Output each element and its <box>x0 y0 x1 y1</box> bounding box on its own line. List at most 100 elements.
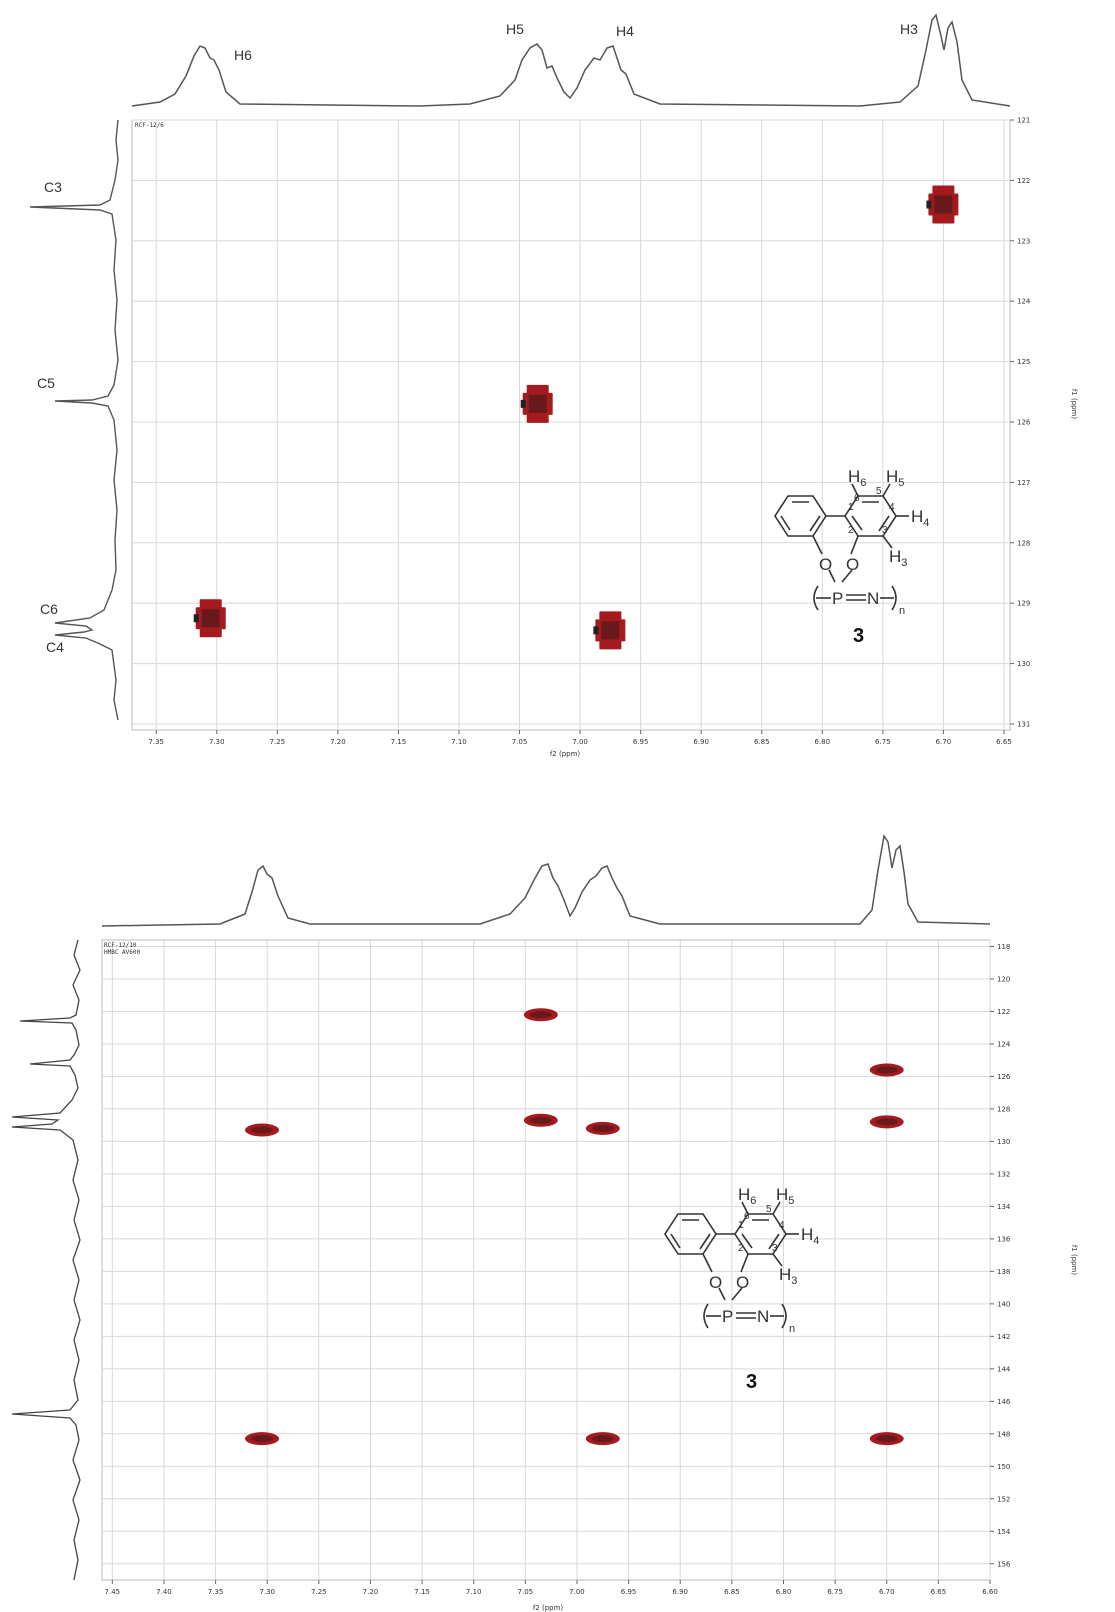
hmbc-x-tick-label: 7.25 <box>311 1588 327 1596</box>
hsqc-y-tick-label: 130 <box>1017 660 1030 668</box>
hmbc-cross-peak <box>869 1063 904 1077</box>
hmbc-proton-projection <box>101 834 991 927</box>
hsqc-grid <box>132 119 1010 730</box>
hmbc-cross-peak <box>245 1432 280 1446</box>
hsqc-y-tick-label: 125 <box>1017 358 1030 366</box>
hmbc-y-axis-label: f1 (ppm) <box>1070 1245 1078 1276</box>
hmbc-y-tick-label: 136 <box>997 1235 1011 1243</box>
hmbc-y-tick-label: 140 <box>997 1300 1010 1308</box>
hmbc-x-tick-label: 6.60 <box>982 1588 998 1596</box>
hmbc-y-tick-label: 148 <box>997 1430 1010 1438</box>
label-h3: H3 <box>900 21 918 37</box>
hsqc-y-axis: 121 122 123 124 125 126 127 128 129 130 131 <box>1010 117 1031 728</box>
hmbc-chemical-structure <box>664 1184 821 1336</box>
hmbc-carbon-projection <box>11 939 81 1581</box>
hmbc-y-tick-label: 142 <box>997 1333 1010 1341</box>
hmbc-x-axis-label: f2 (ppm) <box>533 1604 564 1612</box>
hmbc-compound-number: 3 <box>746 1371 757 1393</box>
hmbc-sample-label: RCF-12/10 <box>104 942 137 949</box>
hsqc-x-tick-label: 6.95 <box>633 738 649 746</box>
hmbc-cross-peak <box>869 1115 904 1129</box>
label-c5: C5 <box>37 375 55 391</box>
hsqc-y-tick-label: 128 <box>1017 539 1030 547</box>
label-c3: C3 <box>44 179 62 195</box>
hmbc-y-axis: 118 120 122 124 126 128 130 132 134 136 138 140 142 1… <box>990 943 1011 1568</box>
hmbc-y-tick-label: 156 <box>997 1560 1011 1568</box>
hsqc-x-tick-label: 6.70 <box>936 738 952 746</box>
hsqc-x-tick-label: 7.20 <box>330 738 346 746</box>
hsqc-carbon-projection <box>29 119 119 721</box>
hmbc-grid <box>102 940 991 1580</box>
hmbc-y-tick-label: 118 <box>997 943 1010 951</box>
hmbc-x-axis: 7.45 7.40 7.35 7.30 7.25 7.20 7.15 7.10 7.05 7.00… <box>105 1580 998 1596</box>
label-c6: C6 <box>40 601 58 617</box>
hmbc-x-tick-label: 6.95 <box>621 1588 637 1596</box>
hmbc-x-tick-label: 6.70 <box>879 1588 895 1596</box>
hmbc-y-tick-label: 120 <box>997 975 1010 983</box>
hsqc-x-tick-label: 7.35 <box>148 738 164 746</box>
hmbc-cross-peaks <box>245 1008 904 1446</box>
hsqc-y-tick-label: 131 <box>1017 720 1030 728</box>
hmbc-cross-peak <box>523 1008 558 1022</box>
hsqc-x-tick-label: 7.15 <box>391 738 407 746</box>
hsqc-x-tick-label: 6.90 <box>693 738 709 746</box>
hsqc-plot-frame <box>131 119 1011 731</box>
hmbc-x-tick-label: 7.05 <box>518 1588 534 1596</box>
hsqc-cross-peak <box>520 384 553 423</box>
hmbc-x-tick-label: 7.00 <box>569 1588 585 1596</box>
hsqc-y-tick-label: 121 <box>1017 117 1030 125</box>
hmbc-x-tick-label: 7.35 <box>208 1588 224 1596</box>
hsqc-x-axis: 7.35 7.30 7.25 7.20 7.15 7.10 7.05 7.00 6.95 6.90… <box>148 730 1012 746</box>
hsqc-y-tick-label: 127 <box>1017 479 1030 487</box>
hsqc-y-tick-label: 129 <box>1017 600 1030 608</box>
hmbc-y-tick-label: 150 <box>997 1463 1010 1471</box>
hmbc-y-tick-label: 154 <box>997 1528 1011 1536</box>
hmbc-y-tick-label: 128 <box>997 1105 1010 1113</box>
hsqc-proton-projection <box>131 13 1011 107</box>
hmbc-x-tick-label: 6.65 <box>931 1588 947 1596</box>
hmbc-instrument-label: HMBC AV600 <box>104 949 141 956</box>
hsqc-x-tick-label: 7.30 <box>209 738 225 746</box>
hsqc-y-tick-label: 126 <box>1017 418 1031 426</box>
hmbc-y-tick-label: 126 <box>997 1073 1011 1081</box>
hmbc-plot-frame <box>101 939 991 1581</box>
hmbc-x-tick-label: 7.10 <box>466 1588 482 1596</box>
hsqc-x-tick-label: 7.25 <box>270 738 286 746</box>
hmbc-x-tick-label: 6.85 <box>724 1588 740 1596</box>
hsqc-x-tick-label: 6.75 <box>875 738 891 746</box>
hmbc-y-tick-label: 146 <box>997 1398 1011 1406</box>
hmbc-y-tick-label: 122 <box>997 1008 1010 1016</box>
hmbc-x-tick-label: 7.20 <box>363 1588 379 1596</box>
hsqc-y-tick-label: 124 <box>1017 298 1031 306</box>
label-h4: H4 <box>616 23 634 39</box>
hmbc-y-tick-label: 134 <box>997 1203 1011 1211</box>
hmbc-x-tick-label: 7.45 <box>105 1588 121 1596</box>
hsqc-compound-number: 3 <box>853 625 864 647</box>
hmbc-x-tick-label: 7.15 <box>414 1588 430 1596</box>
hsqc-cross-peak <box>193 599 226 638</box>
label-h6: H6 <box>234 47 252 63</box>
hmbc-y-tick-label: 132 <box>997 1170 1010 1178</box>
hmbc-y-tick-label: 152 <box>997 1495 1010 1503</box>
hsqc-x-tick-label: 6.65 <box>996 738 1012 746</box>
hsqc-y-tick-label: 122 <box>1017 177 1030 185</box>
hmbc-x-tick-label: 6.80 <box>776 1588 792 1596</box>
hsqc-x-tick-label: 6.85 <box>754 738 770 746</box>
hmbc-x-tick-label: 7.40 <box>156 1588 172 1596</box>
hsqc-cross-peak <box>926 185 959 224</box>
label-h5: H5 <box>506 21 524 37</box>
hsqc-x-tick-label: 7.10 <box>451 738 467 746</box>
hmbc-y-tick-label: 144 <box>997 1365 1011 1373</box>
hsqc-cross-peak <box>593 611 626 650</box>
hsqc-cross-peaks <box>193 185 959 650</box>
hmbc-cross-peak <box>585 1432 620 1446</box>
hmbc-y-tick-label: 124 <box>997 1040 1011 1048</box>
hmbc-x-tick-label: 7.30 <box>259 1588 275 1596</box>
hsqc-x-tick-label: 6.80 <box>814 738 830 746</box>
hsqc-sample-label: RCF-12/6 <box>135 122 164 129</box>
hsqc-chemical-structure <box>774 466 931 618</box>
hmbc-cross-peak <box>523 1113 558 1127</box>
hmbc-y-tick-label: 138 <box>997 1268 1010 1276</box>
hmbc-cross-peak <box>869 1432 904 1446</box>
